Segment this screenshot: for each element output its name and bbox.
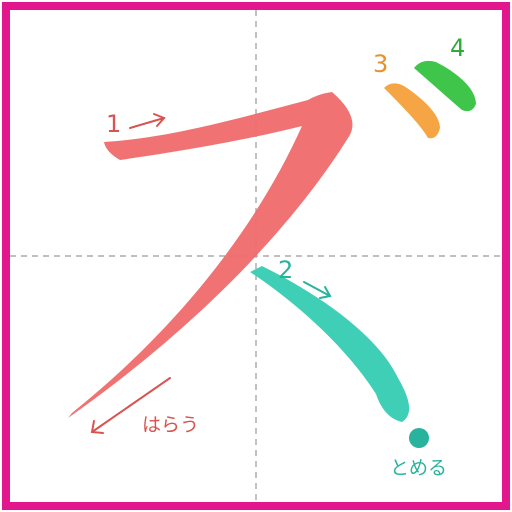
stroke-4	[414, 60, 476, 112]
stroke-number-3: 3	[373, 50, 388, 78]
stop-dot	[409, 428, 429, 448]
arrow-down-left-icon	[90, 377, 171, 434]
stroke-number-2: 2	[278, 256, 293, 284]
stroke-3	[384, 83, 440, 139]
stroke-2	[250, 266, 410, 422]
stroke-number-4: 4	[450, 34, 465, 62]
stroke-number-1: 1	[106, 110, 121, 138]
stroke-1	[68, 92, 353, 418]
arrow-down-right-icon	[303, 281, 332, 299]
arrow-right-icon	[129, 113, 166, 129]
note-tomeru: とめる	[390, 457, 447, 479]
note-harau: はらう	[142, 414, 199, 436]
